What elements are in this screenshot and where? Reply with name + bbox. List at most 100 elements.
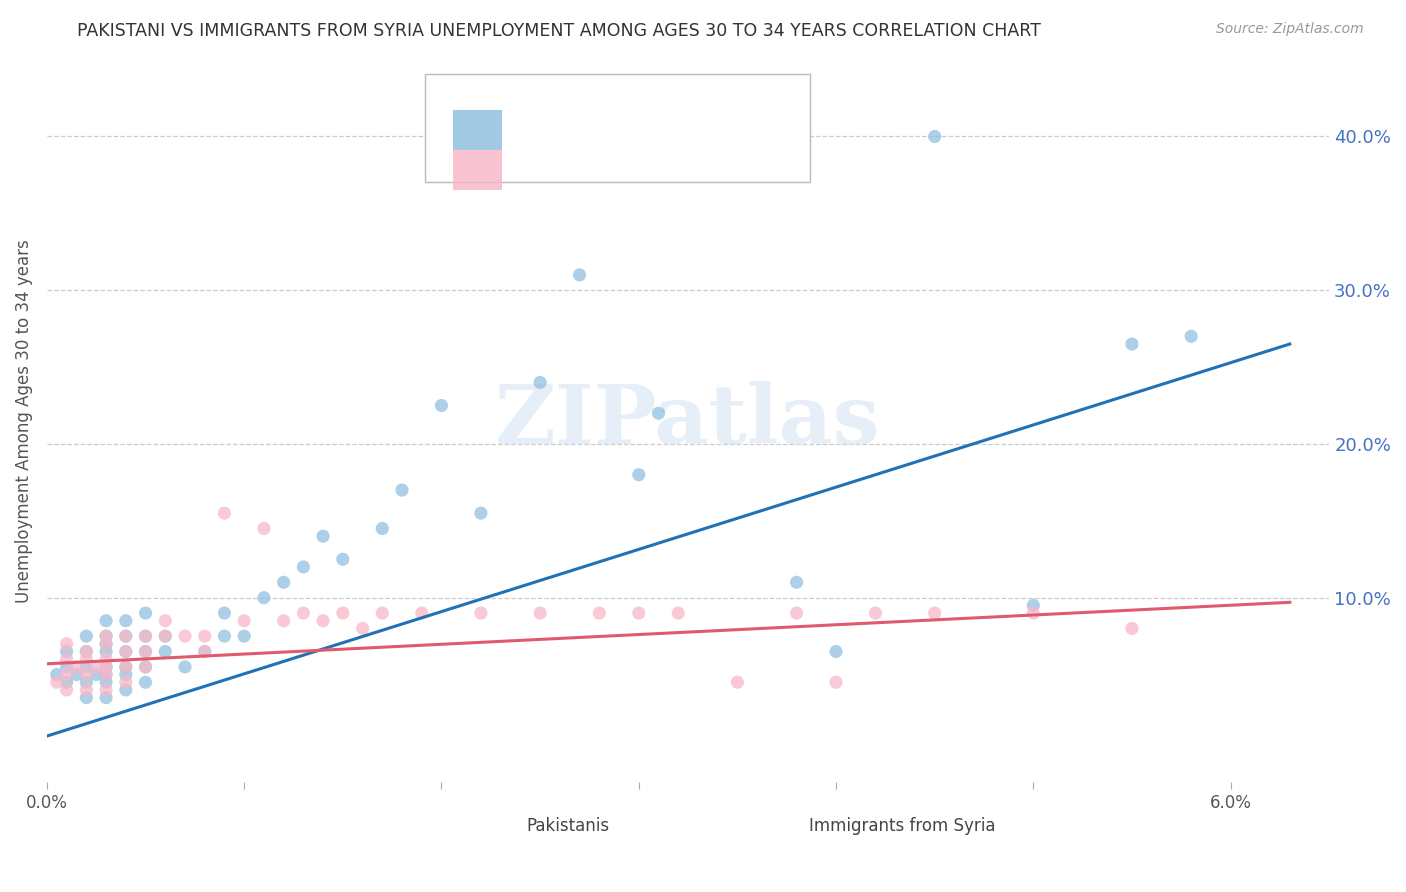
Point bbox=[627, 606, 650, 620]
Point bbox=[55, 682, 77, 697]
Point bbox=[312, 529, 335, 543]
Point bbox=[55, 637, 77, 651]
Point bbox=[45, 667, 67, 681]
Point bbox=[75, 644, 97, 658]
Point bbox=[55, 652, 77, 666]
Point bbox=[292, 560, 315, 574]
Text: ZIPatlas: ZIPatlas bbox=[495, 381, 880, 461]
Point bbox=[194, 629, 217, 643]
Point bbox=[94, 637, 117, 651]
Point bbox=[214, 506, 236, 520]
Point bbox=[253, 591, 276, 605]
Point bbox=[194, 644, 217, 658]
Point bbox=[273, 614, 295, 628]
Point bbox=[94, 675, 117, 690]
Point bbox=[470, 606, 492, 620]
Point bbox=[45, 675, 67, 690]
Point bbox=[155, 629, 177, 643]
Point bbox=[352, 622, 374, 636]
Point bbox=[1121, 337, 1143, 351]
FancyBboxPatch shape bbox=[453, 150, 502, 190]
Text: Source: ZipAtlas.com: Source: ZipAtlas.com bbox=[1216, 22, 1364, 37]
Text: N = 51: N = 51 bbox=[650, 141, 717, 159]
Point bbox=[194, 644, 217, 658]
Point bbox=[94, 660, 117, 674]
Point bbox=[94, 614, 117, 628]
Point bbox=[114, 644, 136, 658]
Point bbox=[94, 667, 117, 681]
Text: N = 56: N = 56 bbox=[650, 101, 717, 120]
Text: PAKISTANI VS IMMIGRANTS FROM SYRIA UNEMPLOYMENT AMONG AGES 30 TO 34 YEARS CORREL: PAKISTANI VS IMMIGRANTS FROM SYRIA UNEMP… bbox=[77, 22, 1042, 40]
Point bbox=[135, 606, 157, 620]
Point bbox=[924, 129, 946, 144]
Point bbox=[75, 682, 97, 697]
Point bbox=[65, 667, 87, 681]
Point bbox=[114, 667, 136, 681]
Point bbox=[371, 522, 394, 536]
FancyBboxPatch shape bbox=[453, 111, 502, 150]
Point bbox=[75, 667, 97, 681]
Point bbox=[627, 467, 650, 482]
Point bbox=[312, 614, 335, 628]
Point bbox=[786, 575, 808, 590]
Point bbox=[114, 629, 136, 643]
Point bbox=[135, 629, 157, 643]
Point bbox=[75, 644, 97, 658]
Point bbox=[155, 644, 177, 658]
Point bbox=[84, 667, 107, 681]
Point bbox=[725, 675, 748, 690]
Point bbox=[94, 682, 117, 697]
Point bbox=[114, 614, 136, 628]
Point bbox=[135, 644, 157, 658]
Point bbox=[1121, 622, 1143, 636]
Point bbox=[588, 606, 610, 620]
Point bbox=[94, 660, 117, 674]
Point bbox=[94, 629, 117, 643]
Point bbox=[174, 629, 197, 643]
Point bbox=[332, 606, 354, 620]
Point bbox=[55, 667, 77, 681]
Point bbox=[825, 675, 848, 690]
Point bbox=[292, 606, 315, 620]
Point bbox=[75, 660, 97, 674]
Point bbox=[1180, 329, 1202, 343]
Point bbox=[1022, 599, 1045, 613]
Point bbox=[65, 660, 87, 674]
Point bbox=[391, 483, 413, 497]
Point bbox=[94, 667, 117, 681]
Point bbox=[114, 629, 136, 643]
Point bbox=[114, 644, 136, 658]
Point bbox=[470, 506, 492, 520]
Text: R =  0.177: R = 0.177 bbox=[522, 141, 617, 159]
Point bbox=[135, 660, 157, 674]
Point bbox=[135, 675, 157, 690]
Text: Immigrants from Syria: Immigrants from Syria bbox=[808, 816, 995, 835]
Point bbox=[924, 606, 946, 620]
Point bbox=[233, 614, 256, 628]
Point bbox=[174, 660, 197, 674]
Point bbox=[411, 606, 433, 620]
Point bbox=[75, 652, 97, 666]
FancyBboxPatch shape bbox=[470, 819, 512, 847]
Point bbox=[55, 675, 77, 690]
Point bbox=[75, 690, 97, 705]
Point bbox=[94, 644, 117, 658]
Point bbox=[135, 644, 157, 658]
Point bbox=[135, 660, 157, 674]
Point bbox=[155, 614, 177, 628]
Point bbox=[114, 660, 136, 674]
Point bbox=[865, 606, 887, 620]
Point bbox=[135, 629, 157, 643]
FancyBboxPatch shape bbox=[425, 74, 810, 183]
FancyBboxPatch shape bbox=[752, 819, 793, 847]
Point bbox=[666, 606, 689, 620]
Text: R = 0.566: R = 0.566 bbox=[522, 101, 612, 120]
Y-axis label: Unemployment Among Ages 30 to 34 years: Unemployment Among Ages 30 to 34 years bbox=[15, 239, 32, 603]
Point bbox=[647, 406, 669, 420]
Point bbox=[1022, 606, 1045, 620]
Point bbox=[84, 660, 107, 674]
Point bbox=[786, 606, 808, 620]
Point bbox=[75, 629, 97, 643]
Point bbox=[75, 675, 97, 690]
Point bbox=[529, 376, 551, 390]
